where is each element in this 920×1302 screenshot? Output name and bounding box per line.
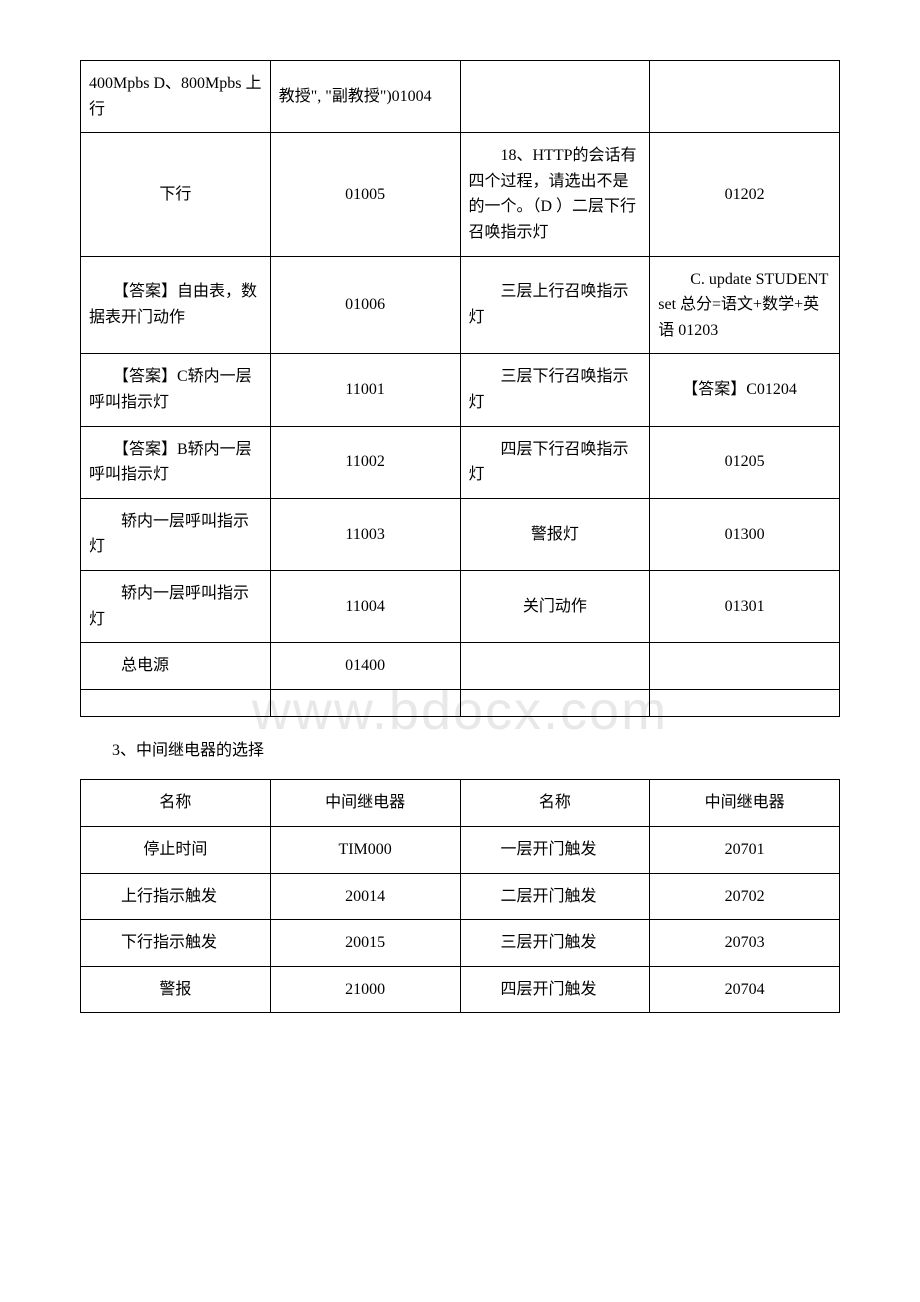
table-1: 400Mpbs D、800Mpbs 上行 教授", "副教授")01004 下行… bbox=[80, 60, 840, 717]
cell bbox=[460, 643, 650, 690]
cell: 下行 bbox=[81, 133, 271, 256]
cell: 20703 bbox=[650, 920, 840, 967]
table-row: 警报 21000 四层开门触发 20704 bbox=[81, 966, 840, 1013]
cell: 四层下行召唤指示灯 bbox=[460, 426, 650, 498]
cell: 11001 bbox=[270, 354, 460, 426]
cell: 下行指示触发 bbox=[81, 920, 271, 967]
cell: 01202 bbox=[650, 133, 840, 256]
cell: 警报灯 bbox=[460, 498, 650, 570]
cell: 20702 bbox=[650, 873, 840, 920]
cell: 停止时间 bbox=[81, 827, 271, 874]
cell: 20015 bbox=[270, 920, 460, 967]
table-header-row: 名称 中间继电器 名称 中间继电器 bbox=[81, 780, 840, 827]
cell: 三层上行召唤指示灯 bbox=[460, 256, 650, 354]
cell bbox=[650, 643, 840, 690]
table-row: 轿内一层呼叫指示灯 11003 警报灯 01300 bbox=[81, 498, 840, 570]
cell: 【答案】C01204 bbox=[650, 354, 840, 426]
cell: 轿内一层呼叫指示灯 bbox=[81, 498, 271, 570]
cell: 教授", "副教授")01004 bbox=[270, 61, 460, 133]
table-row: 【答案】B轿内一层呼叫指示灯 11002 四层下行召唤指示灯 01205 bbox=[81, 426, 840, 498]
header-cell: 名称 bbox=[460, 780, 650, 827]
cell bbox=[270, 689, 460, 716]
cell: 20704 bbox=[650, 966, 840, 1013]
table-2: 名称 中间继电器 名称 中间继电器 停止时间 TIM000 一层开门触发 207… bbox=[80, 779, 840, 1013]
cell: 01205 bbox=[650, 426, 840, 498]
cell: 18、HTTP的会话有四个过程，请选出不是的一个。（D ）二层下行召唤指示灯 bbox=[460, 133, 650, 256]
cell: 上行指示触发 bbox=[81, 873, 271, 920]
cell: 二层开门触发 bbox=[460, 873, 650, 920]
cell bbox=[650, 61, 840, 133]
cell: 三层开门触发 bbox=[460, 920, 650, 967]
cell bbox=[460, 61, 650, 133]
table-row bbox=[81, 689, 840, 716]
cell: 01400 bbox=[270, 643, 460, 690]
cell: C. update STUDENT set 总分=语文+数学+英语 01203 bbox=[650, 256, 840, 354]
section-heading: 3、中间继电器的选择 bbox=[80, 737, 840, 766]
cell: 11004 bbox=[270, 570, 460, 642]
cell: 关门动作 bbox=[460, 570, 650, 642]
cell: 01006 bbox=[270, 256, 460, 354]
cell: 20701 bbox=[650, 827, 840, 874]
table-row: 400Mpbs D、800Mpbs 上行 教授", "副教授")01004 bbox=[81, 61, 840, 133]
table-row: 总电源 01400 bbox=[81, 643, 840, 690]
cell: 【答案】C轿内一层呼叫指示灯 bbox=[81, 354, 271, 426]
cell bbox=[650, 689, 840, 716]
table-row: 下行 01005 18、HTTP的会话有四个过程，请选出不是的一个。（D ）二层… bbox=[81, 133, 840, 256]
cell: 20014 bbox=[270, 873, 460, 920]
cell: 11003 bbox=[270, 498, 460, 570]
table-row: 上行指示触发 20014 二层开门触发 20702 bbox=[81, 873, 840, 920]
cell: 01005 bbox=[270, 133, 460, 256]
header-cell: 中间继电器 bbox=[270, 780, 460, 827]
page-content: 400Mpbs D、800Mpbs 上行 教授", "副教授")01004 下行… bbox=[0, 0, 920, 1093]
cell: 总电源 bbox=[81, 643, 271, 690]
header-cell: 名称 bbox=[81, 780, 271, 827]
cell bbox=[81, 689, 271, 716]
table-row: 下行指示触发 20015 三层开门触发 20703 bbox=[81, 920, 840, 967]
table-row: 轿内一层呼叫指示灯 11004 关门动作 01301 bbox=[81, 570, 840, 642]
cell: 400Mpbs D、800Mpbs 上行 bbox=[81, 61, 271, 133]
table-row: 【答案】C轿内一层呼叫指示灯 11001 三层下行召唤指示灯 【答案】C0120… bbox=[81, 354, 840, 426]
table-row: 停止时间 TIM000 一层开门触发 20701 bbox=[81, 827, 840, 874]
cell: 21000 bbox=[270, 966, 460, 1013]
cell: 警报 bbox=[81, 966, 271, 1013]
cell: 三层下行召唤指示灯 bbox=[460, 354, 650, 426]
cell: 轿内一层呼叫指示灯 bbox=[81, 570, 271, 642]
cell: 四层开门触发 bbox=[460, 966, 650, 1013]
cell bbox=[460, 689, 650, 716]
header-cell: 中间继电器 bbox=[650, 780, 840, 827]
cell: 01301 bbox=[650, 570, 840, 642]
cell: 【答案】B轿内一层呼叫指示灯 bbox=[81, 426, 271, 498]
cell: TIM000 bbox=[270, 827, 460, 874]
cell: 【答案】自由表，数据表开门动作 bbox=[81, 256, 271, 354]
table-row: 【答案】自由表，数据表开门动作 01006 三层上行召唤指示灯 C. updat… bbox=[81, 256, 840, 354]
cell: 01300 bbox=[650, 498, 840, 570]
cell: 一层开门触发 bbox=[460, 827, 650, 874]
cell: 11002 bbox=[270, 426, 460, 498]
